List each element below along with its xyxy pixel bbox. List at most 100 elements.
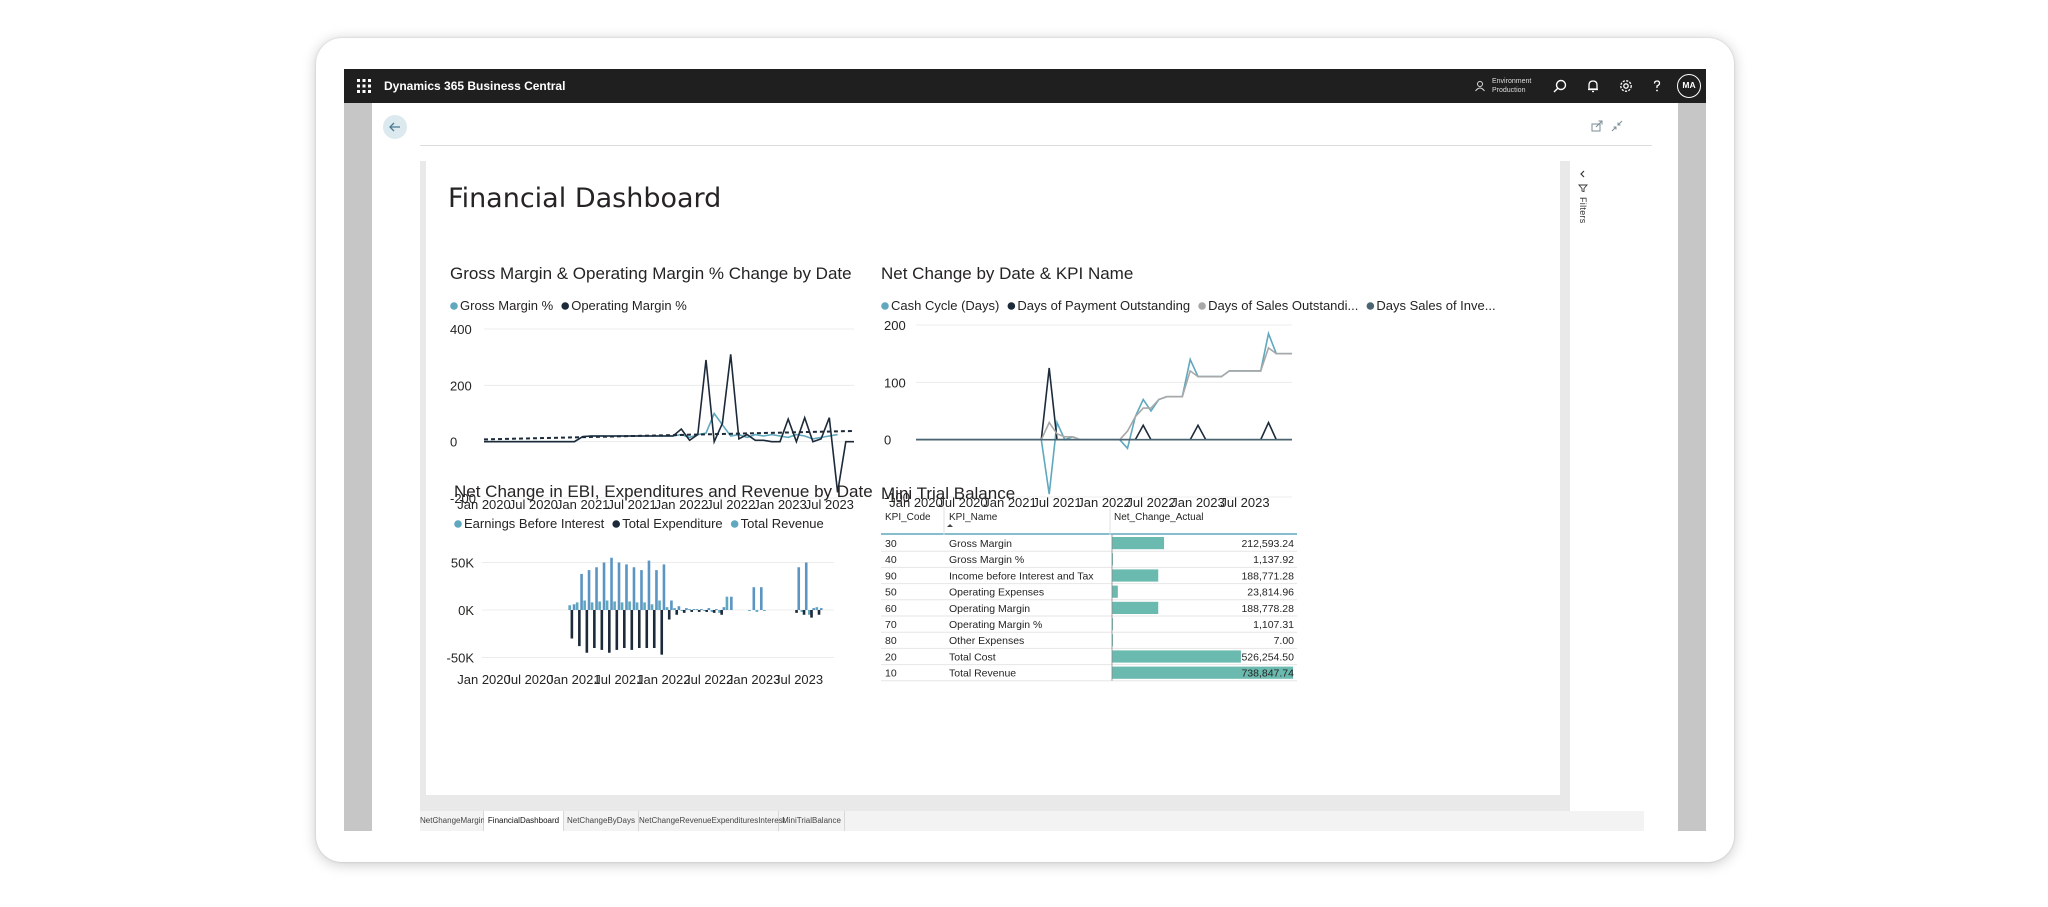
environment-line2: Production [1492, 87, 1526, 94]
ebi-chart-bar [575, 602, 579, 610]
collapse-icon[interactable] [1610, 119, 1624, 133]
nc-chart-x-tick-label: Jul 2023 [1220, 495, 1269, 510]
nc-chart-legend-marker [1366, 302, 1375, 310]
nc-chart-x-tick-label: Jan 2021 [983, 495, 1037, 510]
top-bar: Dynamics 365 Business Central Environmen… [344, 69, 1706, 103]
ebi-chart-bar [630, 610, 634, 650]
notification-bell-icon[interactable] [1584, 77, 1602, 95]
ebi-chart-bar [598, 601, 601, 610]
tab-netchangemargin[interactable]: NetChangeMargin [420, 811, 485, 831]
gm-chart-x-tick-label: Jul 2020 [509, 497, 558, 512]
nc-chart-x-tick-label: Jul 2021 [1032, 495, 1081, 510]
trial-balance-cell-name: Operating Expenses [949, 587, 1044, 599]
ebi-chart-bar [802, 610, 806, 615]
ebi-chart-bar [667, 610, 671, 620]
ebi-chart-legend-label: Earnings Before Interest [464, 516, 605, 531]
ebi-chart-bar [700, 609, 703, 611]
trial-balance-cell-name: Operating Margin [949, 603, 1030, 615]
environment-indicator[interactable]: Environment Production [1472, 76, 1542, 98]
ebi-chart-bar [815, 607, 819, 610]
nc-chart-x-tick-label: Jan 2022 [1077, 495, 1131, 510]
nc-chart-y-tick-label: 0 [884, 433, 891, 448]
ebi-chart-bar [722, 607, 726, 610]
trial-balance-cell-name: Other Expenses [949, 635, 1024, 647]
ebi-chart-bar [580, 573, 583, 610]
trial-balance-cell-value: 1,137.92 [1253, 554, 1294, 566]
gm-chart-x-tick-label: Jan 2022 [655, 497, 709, 512]
ebi-chart-bar [797, 567, 801, 610]
ebi-chart-bar [568, 605, 571, 610]
trial-balance-cell-code: 10 [885, 668, 897, 680]
trial-balance-data-bar [1112, 537, 1165, 550]
trial-balance-cell-name: Total Cost [949, 651, 996, 663]
ebi-chart-bar [688, 609, 691, 611]
ebi-chart-bar [690, 610, 694, 612]
nc-chart-legend-label: Days Sales of Inve... [1376, 298, 1495, 313]
environment-icon [1475, 81, 1485, 92]
ebi-chart-bar [804, 562, 808, 610]
ebi-chart-bar [710, 610, 714, 612]
tab-prev-icon[interactable]: ‹ [425, 815, 428, 825]
settings-gear-icon[interactable] [1617, 77, 1635, 95]
trial-balance-data-bar [1112, 650, 1241, 663]
ebi-chart-x-tick-label: Jul 2020 [504, 672, 553, 687]
app-launcher-icon[interactable] [356, 78, 372, 94]
ebi-chart-bar [670, 600, 673, 610]
filters-pane[interactable]: Filters [1570, 161, 1596, 811]
gm-chart-legend-marker [561, 302, 570, 310]
tab-netchangebydays[interactable]: NetChangeByDays [564, 811, 639, 831]
ebi-chart-legend-label: Total Revenue [741, 516, 824, 531]
ebi-chart-bar [703, 610, 706, 611]
ebi-chart-bar [718, 610, 721, 613]
ebi-chart-bar [760, 587, 763, 610]
ebi-chart-bar [677, 606, 681, 610]
search-icon[interactable] [1551, 77, 1569, 95]
nc-chart-legend-label: Cash Cycle (Days) [891, 298, 999, 313]
gm-chart-legend-marker [450, 302, 458, 310]
trial-balance-column-header: KPI_Code [885, 512, 931, 523]
ebi-chart-bar [637, 610, 641, 648]
gm-chart-x-tick-label: Jul 2022 [706, 497, 755, 512]
trial-balance-cell-name: Gross Margin [949, 538, 1012, 550]
page-title: Financial Dashboard [448, 183, 722, 214]
gm-chart-y-tick-label: 0 [450, 435, 457, 450]
trial-balance-column-header: KPI_Name [949, 512, 998, 523]
gm-chart-x-tick-label: Jan 2020 [457, 497, 511, 512]
ebi-chart-bar [625, 564, 628, 610]
ebi-chart-bar [635, 602, 639, 610]
share-icon[interactable] [1590, 119, 1604, 133]
gm-chart-trend-line [483, 429, 855, 441]
ebi-chart-bar [600, 610, 604, 650]
tab-netchangerevenueexpendituresinterest[interactable]: NetChangeRevenueExpendituresInterest [639, 811, 785, 831]
back-arrow-icon[interactable] [383, 115, 407, 139]
ebi-chart-legend-marker [612, 520, 621, 528]
ebi-chart-bar [610, 557, 613, 610]
tab-financialdashboard[interactable]: FinancialDashboard [484, 811, 564, 831]
ebi-chart-bar [682, 610, 686, 613]
tab-next-icon[interactable]: › [435, 815, 438, 825]
nc-chart-y-tick-label: 100 [884, 375, 906, 390]
ebi-chart-bar [583, 600, 586, 610]
help-icon[interactable] [1648, 77, 1666, 95]
ebi-chart-bar [602, 562, 606, 610]
nc-chart-series-line [916, 367, 1292, 441]
avatar[interactable]: MA [1677, 74, 1701, 98]
ebi-chart-legend-marker [454, 520, 462, 528]
ebi-chart-bar [628, 601, 631, 610]
chevron-left-icon[interactable] [1578, 169, 1588, 179]
ebi-chart-bar [620, 602, 624, 610]
page-tabs: ‹ › NetChangeMargin FinancialDashboard Net… [420, 811, 1644, 831]
ebi-chart-bar [605, 600, 609, 610]
ebi-chart-bar [578, 610, 581, 647]
ebi-chart-bar [673, 608, 676, 610]
trial-balance-cell-code: 70 [885, 619, 897, 631]
tab-minitrialbalance[interactable]: MiniTrialBalance [779, 811, 845, 831]
trial-balance-cell-value: 188,778.28 [1241, 603, 1294, 615]
trial-balance-cell-name: Operating Margin % [949, 619, 1042, 631]
trial-balance-cell-code: 40 [885, 554, 897, 566]
trial-balance-cell-code: 80 [885, 635, 897, 647]
ebi-chart-bar [617, 562, 621, 610]
filters-label: Filters [1578, 197, 1588, 224]
ebi-chart-y-tick-label: 50K [451, 556, 474, 571]
ebi-chart-bar [752, 587, 756, 610]
